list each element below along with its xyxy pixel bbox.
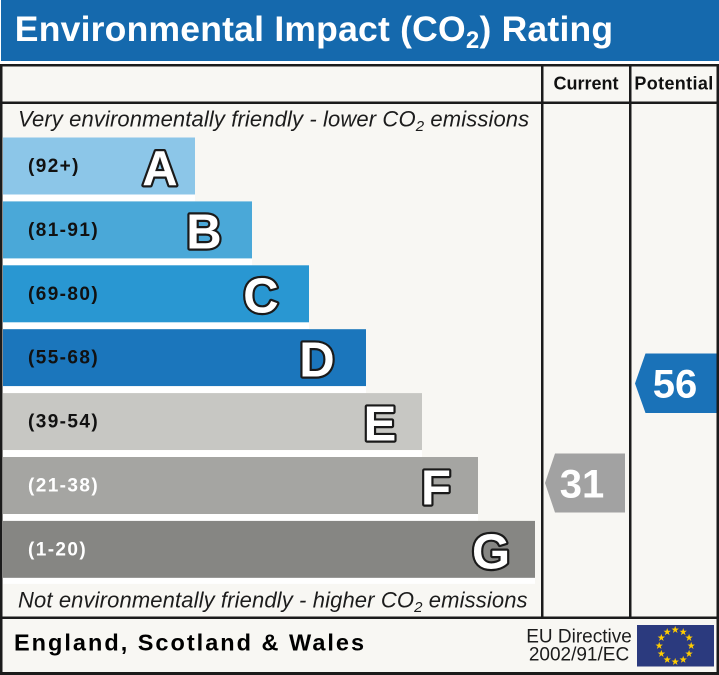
svg-text:Potential: Potential: [634, 74, 713, 94]
svg-text:(21-38): (21-38): [28, 476, 99, 497]
svg-text:EU Directive: EU Directive: [526, 626, 632, 647]
svg-text:(55-68): (55-68): [28, 348, 99, 369]
svg-text:2002/91/EC: 2002/91/EC: [529, 645, 629, 666]
svg-text:E: E: [364, 397, 397, 451]
svg-text:C: C: [243, 270, 278, 324]
svg-text:(81-91): (81-91): [28, 220, 99, 241]
svg-text:Environmental Impact (CO2) Rat: Environmental Impact (CO2) Rating: [15, 9, 614, 54]
svg-text:56: 56: [653, 362, 698, 406]
svg-text:(92+): (92+): [28, 156, 80, 177]
svg-text:Very environmentally friendly: Very environmentally friendly - lower CO…: [18, 106, 529, 135]
svg-text:F: F: [421, 461, 451, 515]
svg-text:31: 31: [560, 462, 605, 506]
svg-text:England, Scotland & Wales: England, Scotland & Wales: [14, 630, 366, 656]
svg-text:Current: Current: [553, 74, 618, 94]
svg-text:(1-20): (1-20): [28, 539, 87, 560]
svg-text:Not environmentally friendly -: Not environmentally friendly - higher CO…: [18, 587, 528, 616]
svg-text:B: B: [186, 206, 221, 260]
svg-text:(39-54): (39-54): [28, 412, 99, 433]
svg-text:D: D: [299, 334, 334, 388]
svg-text:A: A: [142, 142, 177, 196]
svg-text:(69-80): (69-80): [28, 284, 99, 305]
svg-text:G: G: [472, 526, 510, 580]
